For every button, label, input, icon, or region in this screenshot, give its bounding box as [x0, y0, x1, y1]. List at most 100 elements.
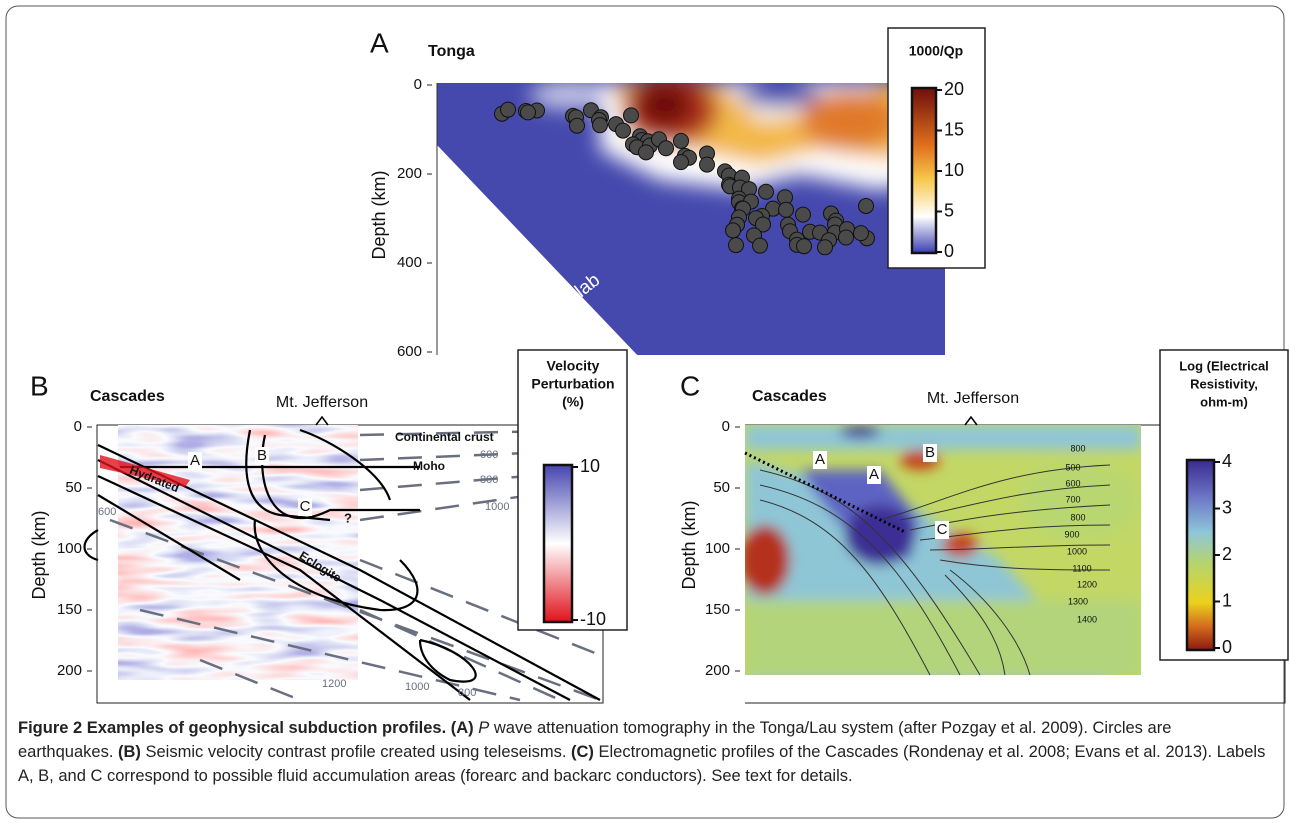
colorbar-tick-label: 4 [1222, 451, 1232, 471]
colorbar-title: Velocity [547, 358, 600, 374]
contour-label: 900 [1064, 529, 1079, 539]
colorbar [910, 86, 938, 255]
caption-italic: P [478, 719, 490, 737]
panel-letter: A [370, 27, 389, 58]
axis-label: Depth (km) [679, 500, 699, 589]
colorbar-tick-label: 1 [1222, 590, 1232, 610]
earthquake [795, 206, 811, 223]
earthquake [500, 101, 516, 118]
contour-label: 800 [1070, 443, 1085, 453]
annotation: B [925, 444, 935, 461]
contour-label: 1000 [485, 501, 509, 513]
caption-text: wave attenuation tomography in the Tonga… [18, 719, 1172, 761]
colorbar [1185, 458, 1216, 652]
colorbar-box [1159, 349, 1289, 661]
y-tick-label: 0 [722, 418, 730, 435]
colorbar-tick-label: 10 [580, 456, 600, 476]
y-tick-label: 50 [713, 479, 730, 496]
label-box [935, 521, 949, 539]
y-tick-label: 0 [414, 76, 422, 93]
resistivity-model [745, 425, 1141, 675]
label-box [813, 451, 827, 469]
contour-label: 1000 [405, 681, 429, 693]
annotation: A [815, 451, 825, 468]
earthquake [638, 144, 654, 161]
label-box [255, 447, 269, 465]
volcano-marker [315, 415, 329, 426]
earthquake [758, 183, 774, 200]
colorbar-title: 1000/Qp [909, 43, 963, 59]
earthquake [796, 238, 812, 255]
y-tick-label: 600 [397, 343, 422, 360]
y-tick-label: 100 [705, 540, 730, 557]
y-tick-label: 50 [65, 479, 82, 496]
earthquake [520, 104, 536, 121]
contour-label: 800 [480, 474, 498, 486]
caption-label: (A) [450, 719, 474, 737]
contour-label: 500 [1065, 462, 1080, 472]
earthquake [673, 132, 689, 149]
y-tick-label: 0 [74, 418, 82, 435]
colorbar-title: ohm-m) [1200, 394, 1248, 409]
colorbar-tick-label: 0 [1222, 637, 1232, 657]
contour-label: 600 [98, 506, 116, 518]
colorbar [542, 463, 574, 624]
y-tick-label: 200 [57, 662, 82, 679]
earthquake [699, 156, 715, 173]
label-box [867, 466, 881, 484]
annotation: Continental crust [395, 430, 494, 444]
panel-letter: C [680, 370, 700, 401]
earthquake [778, 201, 794, 218]
panel-a [436, 83, 945, 355]
contour-label: 1400 [1077, 614, 1097, 624]
label-box [298, 498, 312, 516]
earthquake [592, 117, 608, 134]
panel-title: Tonga [428, 43, 475, 60]
annotation: A [869, 466, 879, 483]
contour-label: 1100 [1072, 563, 1091, 573]
earthquake [853, 225, 869, 242]
colorbar-tick-label: 15 [944, 119, 964, 139]
colorbar-tick-label: 5 [944, 200, 954, 220]
colorbar-tick-label: 3 [1222, 497, 1232, 517]
caption: Figure 2 Examples of geophysical subduct… [18, 716, 1268, 788]
colorbar-tick-label: 20 [944, 79, 964, 99]
earthquake [728, 237, 744, 254]
contour-label: 800 [458, 687, 476, 699]
panel-title: Cascades [752, 388, 827, 405]
annotation: ? [344, 510, 352, 525]
colorbar-tick-label: 10 [944, 160, 964, 180]
earthquake [858, 197, 874, 214]
contour-label: 800 [1070, 512, 1085, 522]
annotation: B [257, 447, 267, 464]
caption-label: (C) [571, 743, 594, 761]
earthquake [755, 216, 771, 233]
y-tick-label: 150 [705, 601, 730, 618]
contour-label: 1200 [322, 678, 346, 690]
panel-letter: B [30, 370, 49, 401]
volcano-marker [964, 415, 978, 426]
y-tick-label: 400 [397, 254, 422, 271]
hydrated-zone [100, 455, 190, 487]
caption-title: Figure 2 Examples of geophysical subduct… [18, 719, 447, 737]
y-tick-label: 150 [57, 601, 82, 618]
axis-label: Depth (km) [29, 510, 49, 599]
colorbar-tick-label: -10 [580, 609, 606, 629]
earthquake [838, 229, 854, 246]
earthquake [817, 239, 833, 256]
caption-label: (B) [118, 743, 141, 761]
isotherm-contours [759, 464, 1111, 676]
y-tick-label: 200 [705, 662, 730, 679]
colorbar-title: (%) [562, 394, 584, 410]
colorbar-title: Log (Electrical [1179, 358, 1269, 373]
contour-label: 1300 [1068, 596, 1088, 606]
colorbar-tick-label: 2 [1222, 544, 1232, 564]
contour-label: 600 [480, 449, 498, 461]
earthquake [658, 140, 674, 157]
annotation: A [190, 452, 200, 469]
earthquake [752, 237, 768, 254]
label-box [188, 452, 202, 470]
earthquake [623, 107, 639, 124]
